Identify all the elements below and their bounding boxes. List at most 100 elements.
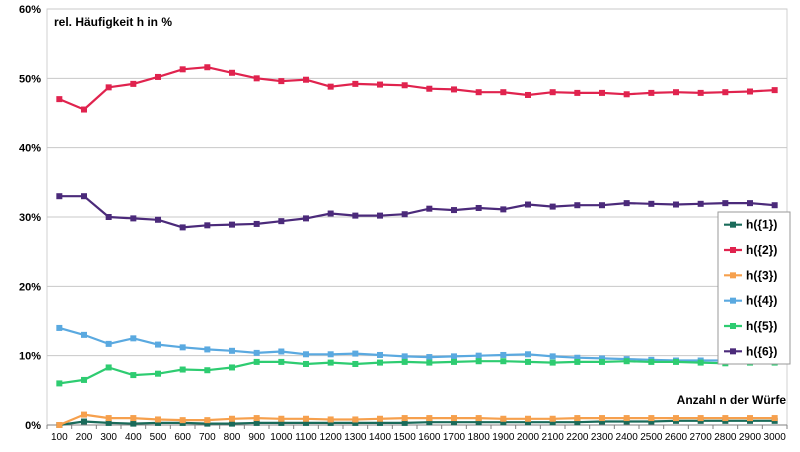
data-point xyxy=(475,358,482,365)
data-point xyxy=(549,419,556,426)
legend-marker xyxy=(730,272,736,279)
data-point xyxy=(451,358,457,365)
legend-item: h({2}) xyxy=(724,243,777,257)
x-tick-label: 1000 xyxy=(270,432,293,443)
data-point xyxy=(771,415,778,422)
data-point xyxy=(401,358,408,365)
legend-item: h({1}) xyxy=(724,218,777,232)
data-point xyxy=(623,418,630,425)
data-point xyxy=(130,415,137,422)
data-point xyxy=(722,415,729,422)
data-point xyxy=(377,212,383,219)
legend-marker xyxy=(730,323,736,329)
data-point xyxy=(549,353,556,360)
y-tick-label: 60% xyxy=(19,4,41,16)
data-point xyxy=(278,358,285,365)
series-6 xyxy=(56,193,778,231)
x-tick-label: 500 xyxy=(150,432,167,443)
data-point xyxy=(475,352,482,359)
legend-label: h({4}) xyxy=(746,294,777,308)
x-tick-label: 1400 xyxy=(369,432,392,443)
data-point xyxy=(401,415,408,422)
y-tick-label: 50% xyxy=(19,73,41,85)
data-point xyxy=(451,86,457,93)
data-point xyxy=(599,418,605,425)
data-point xyxy=(352,419,359,426)
data-point xyxy=(697,415,704,422)
x-tick-label: 800 xyxy=(224,432,241,443)
data-point xyxy=(549,359,556,366)
legend-item: h({5}) xyxy=(724,319,777,333)
data-point xyxy=(574,419,581,426)
data-point xyxy=(747,200,753,207)
x-tick-label: 2400 xyxy=(616,432,639,443)
data-point xyxy=(229,347,235,354)
data-point xyxy=(599,358,605,365)
data-point xyxy=(451,415,457,422)
legend-label: h({3}) xyxy=(746,268,777,282)
data-point xyxy=(105,364,112,371)
data-point xyxy=(648,89,655,96)
data-point xyxy=(451,419,457,426)
data-point xyxy=(204,222,211,229)
data-point xyxy=(253,415,260,422)
data-point xyxy=(130,372,137,379)
data-point xyxy=(130,420,137,427)
data-point xyxy=(303,360,309,367)
legend-label: h({6}) xyxy=(746,344,777,358)
x-axis-label: Anzahl n der Würfe xyxy=(677,393,787,407)
data-point xyxy=(648,418,655,425)
data-point xyxy=(229,420,235,427)
series-lines xyxy=(56,64,778,428)
x-tick-label: 700 xyxy=(199,432,216,443)
y-tick-label: 10% xyxy=(19,351,41,363)
x-tick-label: 3000 xyxy=(764,432,787,443)
data-point xyxy=(401,82,408,89)
data-point xyxy=(303,415,309,422)
data-point xyxy=(623,200,630,207)
data-point xyxy=(377,415,383,422)
axes: 0% 10% 20% 30% 40% 50% 60% 100 200 300 400 500 600 70… xyxy=(19,4,788,443)
data-point xyxy=(500,351,507,358)
data-point xyxy=(105,84,112,91)
y-tick-label: 0% xyxy=(25,420,41,432)
data-point xyxy=(278,415,285,422)
x-tick-label: 1600 xyxy=(418,432,441,443)
x-tick-label: 1800 xyxy=(468,432,491,443)
data-point xyxy=(525,201,531,208)
data-point xyxy=(377,81,383,88)
data-point xyxy=(549,203,556,210)
data-point xyxy=(525,419,531,426)
data-point xyxy=(574,415,581,422)
data-point xyxy=(56,324,63,331)
legend: h({1}) h({2}) h({3}) h({4}) h({5}) h({6}) xyxy=(717,211,791,365)
data-point xyxy=(500,419,507,426)
x-tick-label: 900 xyxy=(248,432,265,443)
data-point xyxy=(253,349,260,356)
data-point xyxy=(56,380,63,387)
data-point xyxy=(327,359,334,366)
data-point xyxy=(327,351,334,358)
data-point xyxy=(303,351,309,358)
data-point xyxy=(426,359,433,366)
y-axis-label: rel. Häufigkeit h in % xyxy=(54,15,172,29)
data-point xyxy=(747,88,753,95)
data-point xyxy=(426,419,433,426)
data-point xyxy=(401,419,408,426)
data-point xyxy=(451,207,457,214)
data-point xyxy=(697,89,704,96)
legend-label: h({1}) xyxy=(746,218,777,232)
x-tick-label: 600 xyxy=(174,432,191,443)
data-point xyxy=(722,89,729,96)
data-point xyxy=(352,350,359,357)
data-point xyxy=(352,416,359,423)
data-point xyxy=(574,89,581,96)
data-point xyxy=(401,211,408,218)
series-3 xyxy=(56,411,778,428)
data-point xyxy=(648,200,655,207)
data-point xyxy=(500,89,507,96)
data-point xyxy=(352,80,359,87)
legend-marker xyxy=(730,247,736,253)
legend-label: h({5}) xyxy=(746,319,777,333)
